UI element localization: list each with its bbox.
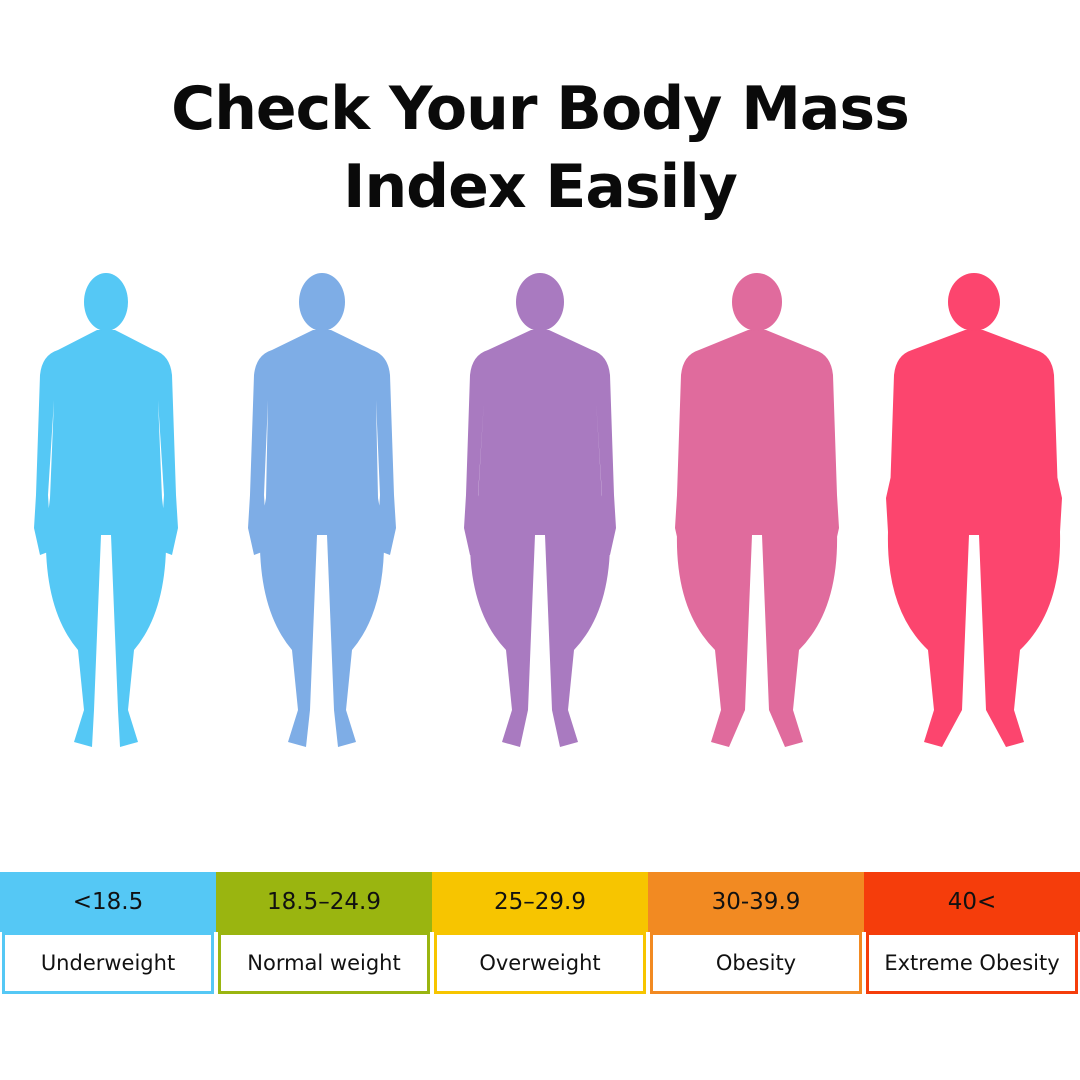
bmi-range: 25–29.9 [432,872,648,932]
figure-head [732,273,782,331]
bmi-category-overweight: 25–29.9 Overweight [432,872,648,996]
extreme-obese-body-silhouette-icon [886,273,1062,747]
figure-head [84,273,128,331]
normal-body-silhouette-icon [248,273,396,747]
bmi-category-obesity: 30-39.9 Obesity [648,872,864,996]
overweight-body-silhouette-icon [464,273,616,747]
body-figures [0,270,1080,760]
figure-head [299,273,345,331]
bmi-category-underweight: <18.5 Underweight [0,872,216,996]
title-line-2: Index Easily [343,152,738,222]
bmi-scale: <18.5 Underweight 18.5–24.9 Normal weigh… [0,872,1080,996]
bmi-label: Normal weight [218,932,430,994]
figure-head [948,273,1000,331]
figure-body [248,330,396,747]
figure-body [675,330,839,747]
figure-body [886,330,1062,747]
bmi-range: 18.5–24.9 [216,872,432,932]
obese-body-silhouette-icon [675,273,839,747]
bmi-label: Overweight [434,932,646,994]
figure-body [34,330,178,747]
thin-body-silhouette-icon [34,273,178,747]
bmi-range: 30-39.9 [648,872,864,932]
title-line-1: Check Your Body Mass [171,74,910,144]
bmi-category-extreme-obesity: 40< Extreme Obesity [864,872,1080,996]
bmi-category-normal-weight: 18.5–24.9 Normal weight [216,872,432,996]
bmi-range: 40< [864,872,1080,932]
bmi-label: Extreme Obesity [866,932,1078,994]
page-title: Check Your Body Mass Index Easily [0,70,1080,226]
bmi-range: <18.5 [0,872,216,932]
figure-body [464,330,616,747]
bmi-label: Underweight [2,932,214,994]
bmi-label: Obesity [650,932,862,994]
figure-head [516,273,564,331]
